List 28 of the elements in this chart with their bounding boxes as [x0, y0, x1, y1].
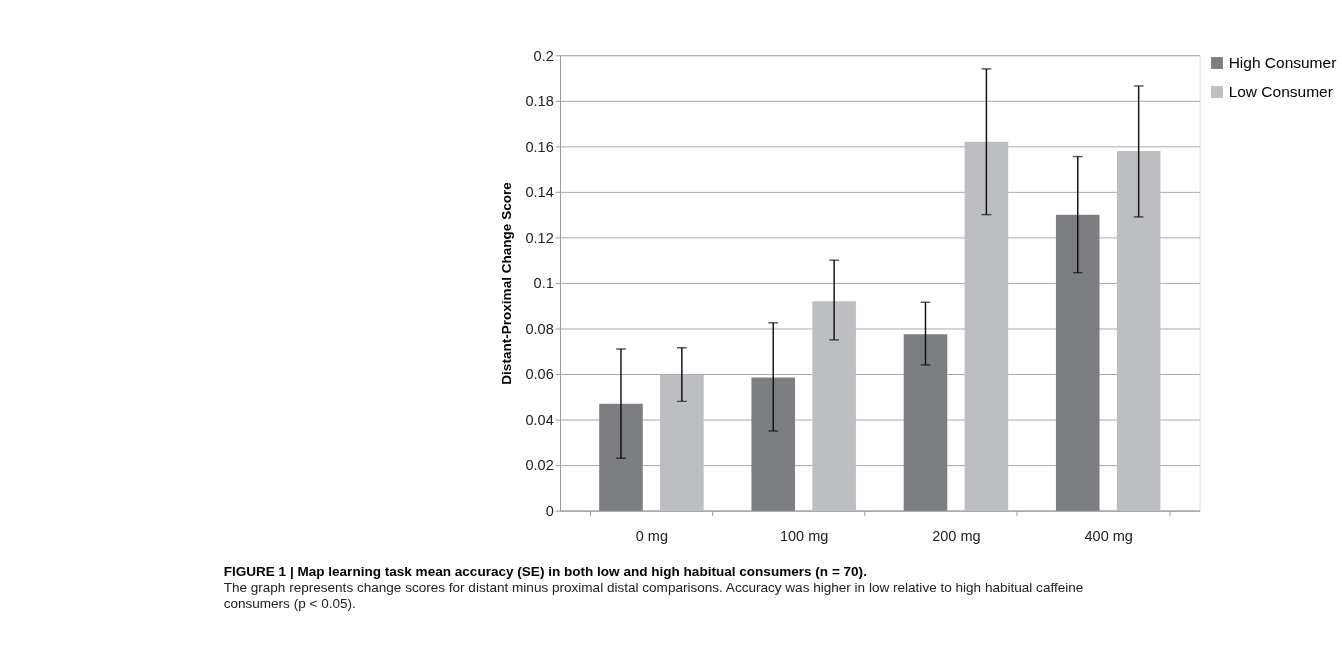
y-tick-label: 0.2: [533, 47, 554, 64]
y-tick-label: 0.02: [525, 457, 554, 474]
text: The graph represents change scores for distant minus proximal distal comparisons. Accuracy was higher in low relative to high habitual caffeine consumers (p < 0.05).: [223, 580, 1084, 611]
y-tick-label: 0: [545, 502, 554, 519]
legend-label: High Consumer: [1228, 53, 1337, 71]
y-tick-label: 0.18: [525, 93, 554, 110]
x-tick-label: 200 mg: [932, 528, 981, 545]
x-tick-label: 100 mg: [779, 528, 829, 545]
y-tick-label: 0.04: [525, 411, 554, 428]
y-tick-label: 0.1: [533, 275, 554, 292]
bar: [1116, 150, 1161, 511]
x-tick-label: 400 mg: [1084, 528, 1133, 545]
bar: [599, 403, 643, 511]
bar: [660, 374, 704, 511]
x-tick-label: 0 mg: [635, 528, 669, 545]
y-tick-label: 0.12: [525, 229, 554, 246]
bar: [751, 377, 796, 511]
y-axis-title: Distant-Proximal Change Score: [498, 181, 514, 385]
bar: [903, 334, 948, 511]
y-tick-label: 0.08: [525, 320, 554, 337]
bar: [964, 141, 1009, 511]
y-tick-label: 0.16: [525, 138, 554, 155]
text: FIGURE 1 | Map learning task mean accuracy (SE) in both low and high habitual consumers (n = 70).: [223, 563, 867, 579]
legend-label: Low Consumer: [1228, 82, 1333, 100]
bar: [1055, 214, 1100, 511]
bar: [812, 301, 856, 511]
y-tick-label: 0.06: [525, 366, 554, 383]
y-tick-label: 0.14: [525, 184, 554, 201]
